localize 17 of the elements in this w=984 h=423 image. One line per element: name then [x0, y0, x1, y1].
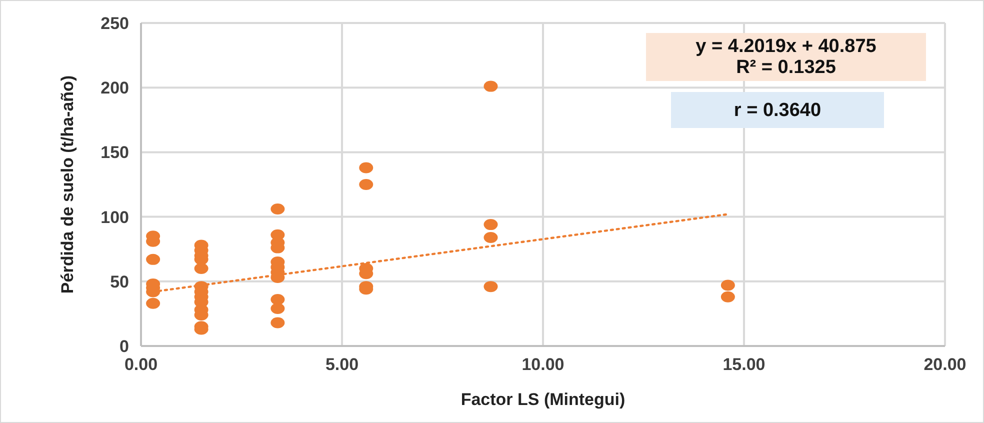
x-tick-label: 10.00 [522, 355, 564, 374]
y-tick-label: 200 [100, 78, 129, 98]
annotation: y = 4.2019x + 40.875 R² = 0.1325 [696, 36, 877, 78]
x-tick-label: 0.00 [124, 355, 158, 374]
text-box: r = 0.3640 [671, 92, 884, 128]
x-axis-title: Factor LS (Mintegui) [460, 390, 626, 409]
x-tick-label: 15.00 [722, 355, 766, 374]
annotation: r = 0.3640 [734, 100, 822, 121]
y-tick-label: 0 [120, 337, 129, 356]
x-tick-label: 20.00 [924, 355, 966, 374]
y-tick-label: 100 [100, 208, 129, 227]
text-box: y = 4.2019x + 40.875 R² = 0.1325 [646, 33, 926, 81]
y-tick-label: 50 [110, 272, 129, 292]
y-tick-label: 150 [100, 143, 129, 162]
y-tick-label: 250 [100, 14, 129, 33]
y-axis-title: Pérdida de suelo (t/ha-año) [58, 75, 77, 294]
x-tick-label: 5.00 [325, 355, 359, 374]
